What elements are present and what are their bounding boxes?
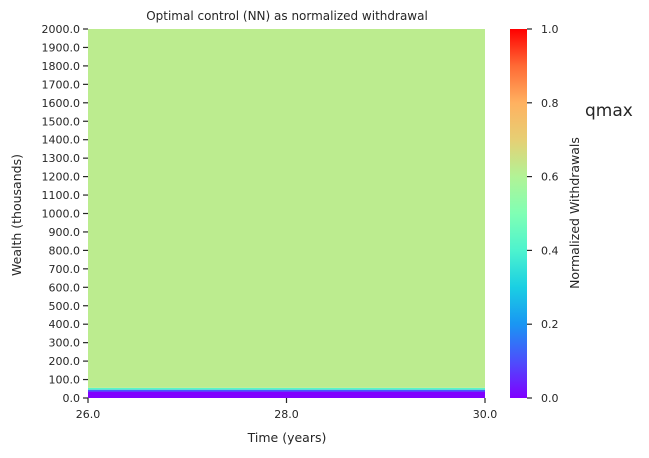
y-tick-label: 100.0 bbox=[49, 374, 81, 387]
x-tick-label: 30.0 bbox=[473, 408, 498, 421]
y-tick-label: 400.0 bbox=[49, 318, 81, 331]
chart-title: Optimal control (NN) as normalized withd… bbox=[146, 9, 428, 23]
y-tick-label: 1100.0 bbox=[42, 189, 81, 202]
heatmap-band-0 bbox=[88, 391, 485, 398]
y-tick-label: 1300.0 bbox=[42, 152, 81, 165]
colorbar-tick-label: 0.2 bbox=[541, 318, 559, 331]
y-tick-label: 600.0 bbox=[49, 281, 81, 294]
y-tick-label: 1800.0 bbox=[42, 60, 81, 73]
y-tick-label: 1000.0 bbox=[42, 208, 81, 221]
heatmap-band-3 bbox=[88, 29, 485, 388]
heatmap-band-2 bbox=[88, 387, 485, 390]
y-tick-label: 200.0 bbox=[49, 355, 81, 368]
y-tick-label: 1200.0 bbox=[42, 171, 81, 184]
x-axis-label: Time (years) bbox=[247, 430, 327, 445]
colorbar-tick-label: 0.8 bbox=[541, 97, 559, 110]
colorbar-ticks: 0.0 0.2 0.4 0.6 0.8 1.0 bbox=[527, 23, 559, 405]
y-tick-label: 1600.0 bbox=[42, 97, 81, 110]
y-tick-label: 1700.0 bbox=[42, 78, 81, 91]
y-tick-label: 1400.0 bbox=[42, 134, 81, 147]
heatmap-band-1 bbox=[88, 389, 485, 392]
colorbar-gradient bbox=[510, 29, 527, 398]
y-tick-label: 300.0 bbox=[49, 337, 81, 350]
y-tick-label: 1900.0 bbox=[42, 41, 81, 54]
colorbar-label: Normalized Withdrawals bbox=[567, 137, 582, 289]
y-tick-label: 700.0 bbox=[49, 263, 81, 276]
y-tick-label: 2000.0 bbox=[42, 23, 81, 36]
y-tick-label: 0.0 bbox=[63, 392, 81, 405]
x-tick-label: 28.0 bbox=[274, 408, 299, 421]
qmax-annotation: qmax bbox=[585, 101, 633, 121]
colorbar-tick-label: 0.0 bbox=[541, 392, 559, 405]
x-tick-label: 26.0 bbox=[76, 408, 101, 421]
plot-area bbox=[88, 29, 485, 398]
y-tick-label: 1500.0 bbox=[42, 115, 81, 128]
colorbar-tick-label: 1.0 bbox=[541, 23, 559, 36]
colorbar: 0.0 0.2 0.4 0.6 0.8 1.0 Normalized Withdrawal… bbox=[510, 23, 582, 405]
y-tick-label: 500.0 bbox=[49, 300, 81, 313]
y-tick-label: 900.0 bbox=[49, 226, 81, 239]
x-axis: 26.0 28.0 30.0 bbox=[76, 398, 498, 421]
y-axis: 0.0 100.0 200.0 300.0 400.0 500.0 600.0 700.0 80… bbox=[42, 23, 88, 405]
y-tick-label: 800.0 bbox=[49, 244, 81, 257]
colorbar-tick-label: 0.4 bbox=[541, 244, 559, 257]
y-axis-label: Wealth (thousands) bbox=[9, 154, 24, 276]
colorbar-tick-label: 0.6 bbox=[541, 171, 559, 184]
